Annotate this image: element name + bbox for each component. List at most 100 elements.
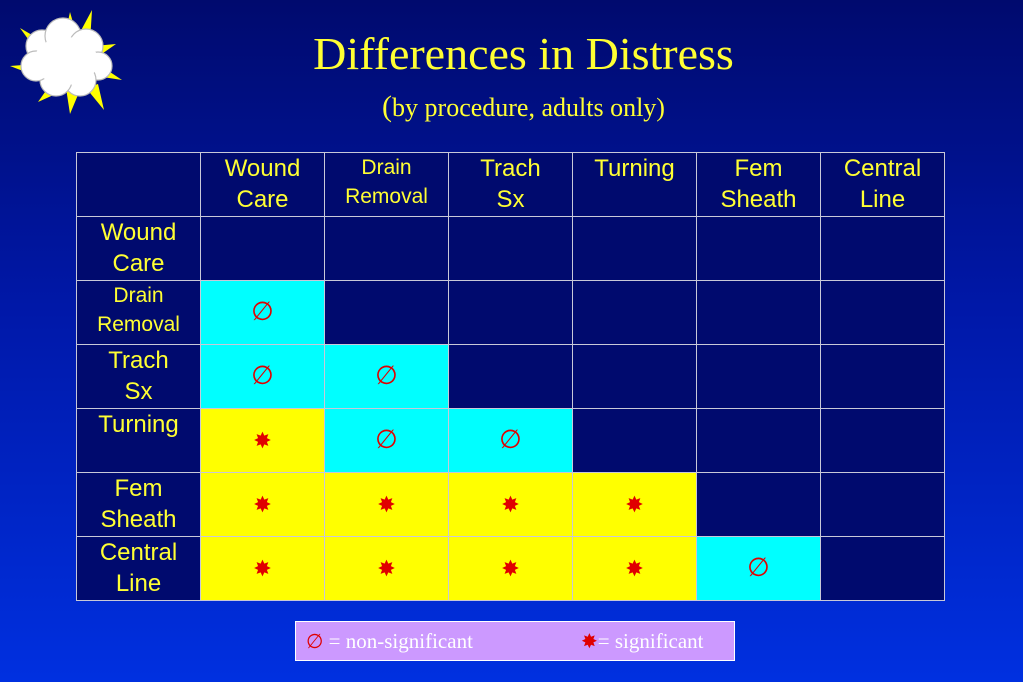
slide-subtitle: (by procedure, adults only) — [12, 90, 1023, 124]
nonsignificant-cell: ∅ — [200, 344, 325, 409]
subtitle-text: by procedure, adults only) — [392, 93, 665, 122]
column-header-line1: Wound — [224, 155, 301, 182]
column-header-line1: Turning — [594, 155, 675, 182]
significant-cell: ✸ — [324, 472, 449, 537]
table-row: Central Line ✸ ✸ ✸ ✸ ∅ — [76, 536, 945, 601]
column-header: Central Line — [820, 152, 945, 217]
row-header-line2: Care — [112, 250, 165, 277]
column-header-line1: Central — [843, 155, 922, 182]
empty-cell — [448, 280, 573, 345]
sig-icon: ✸ — [377, 492, 396, 518]
column-header-line1: Drain — [361, 156, 412, 179]
sig-icon: ✸ — [253, 556, 272, 582]
row-header-line2: Line — [115, 570, 162, 597]
column-header-line2: Removal — [345, 185, 428, 208]
empty-cell — [820, 216, 945, 281]
row-header: Wound Care — [76, 216, 201, 281]
empty-cell — [820, 408, 945, 473]
nonsig-icon: ∅ — [375, 361, 398, 391]
empty-cell — [448, 344, 573, 409]
distress-matrix: Wound Care Drain Removal Trach Sx Turning Fem Sh… — [76, 152, 945, 601]
table-row: Trach Sx ∅ ∅ — [76, 344, 945, 409]
column-header: Trach Sx — [448, 152, 573, 217]
sun-cloud-icon — [10, 10, 122, 114]
legend-sig-label: = significant — [597, 629, 704, 653]
significant-cell: ✸ — [572, 536, 697, 601]
row-header-line1: Wound — [100, 219, 177, 246]
empty-cell — [572, 408, 697, 473]
column-header-line1: Trach — [480, 155, 541, 182]
empty-cell — [820, 344, 945, 409]
empty-cell — [572, 280, 697, 345]
row-header-line1: Trach — [108, 347, 169, 374]
row-header-line1: Fem — [114, 475, 163, 502]
empty-cell — [448, 216, 573, 281]
nonsignificant-cell: ∅ — [696, 536, 821, 601]
nonsignificant-cell: ∅ — [200, 280, 325, 345]
subtitle-paren: ( — [382, 90, 393, 123]
nonsig-icon: ∅ — [499, 425, 522, 455]
empty-cell — [696, 344, 821, 409]
empty-cell — [820, 472, 945, 537]
empty-cell — [696, 216, 821, 281]
empty-cell — [572, 216, 697, 281]
row-header-line2: Sx — [124, 378, 153, 405]
empty-cell — [820, 280, 945, 345]
sig-icon: ✸ — [625, 556, 644, 582]
corner-cell — [76, 152, 201, 217]
significant-cell: ✸ — [200, 408, 325, 473]
sig-icon: ✸ — [253, 428, 272, 454]
legend-nonsig: ∅ = non-significant — [306, 629, 473, 654]
legend-box: ∅ = non-significant ✸= significant — [295, 621, 735, 661]
row-header-line1: Central — [99, 539, 178, 566]
slide-title: Differences in Distress — [313, 28, 734, 79]
legend-nonsig-label: = non-significant — [323, 629, 473, 653]
nonsig-icon: ∅ — [747, 553, 770, 583]
column-header-line2: Sx — [496, 186, 525, 213]
nonsignificant-cell: ∅ — [324, 344, 449, 409]
sig-icon: ✸ — [625, 492, 644, 518]
row-header-line2: Removal — [97, 313, 180, 336]
table-row: Fem Sheath ✸ ✸ ✸ ✸ — [76, 472, 945, 537]
nonsig-icon: ∅ — [251, 361, 274, 391]
nonsignificant-cell: ∅ — [324, 408, 449, 473]
legend-sig: ✸= significant — [581, 629, 704, 654]
row-header-line2: Sheath — [100, 506, 177, 533]
nonsig-icon: ∅ — [306, 629, 324, 653]
significant-cell: ✸ — [572, 472, 697, 537]
table-row: Drain Removal ∅ — [76, 280, 945, 345]
nonsig-icon: ∅ — [251, 297, 274, 327]
empty-cell — [324, 216, 449, 281]
empty-cell — [572, 344, 697, 409]
empty-cell — [696, 472, 821, 537]
sig-icon: ✸ — [253, 492, 272, 518]
nonsig-icon: ∅ — [375, 425, 398, 455]
empty-cell — [324, 280, 449, 345]
nonsignificant-cell: ∅ — [448, 408, 573, 473]
table-row: Turning ✸ ∅ ∅ — [76, 408, 945, 473]
empty-cell — [820, 536, 945, 601]
significant-cell: ✸ — [200, 536, 325, 601]
row-header-line1: Turning — [98, 411, 179, 438]
row-header: Trach Sx — [76, 344, 201, 409]
significant-cell: ✸ — [324, 536, 449, 601]
row-header: Drain Removal — [76, 280, 201, 345]
column-header: Drain Removal — [324, 152, 449, 217]
column-header: Fem Sheath — [696, 152, 821, 217]
sig-icon: ✸ — [501, 556, 520, 582]
empty-cell — [696, 408, 821, 473]
significant-cell: ✸ — [448, 536, 573, 601]
row-header-line1: Drain — [113, 284, 164, 307]
sig-icon: ✸ — [501, 492, 520, 518]
column-header-line2: Sheath — [720, 186, 797, 213]
column-header-line1: Fem — [734, 155, 783, 182]
row-header: Central Line — [76, 536, 201, 601]
empty-cell — [696, 280, 821, 345]
sig-icon: ✸ — [581, 629, 598, 653]
empty-cell — [200, 216, 325, 281]
significant-cell: ✸ — [200, 472, 325, 537]
column-header: Wound Care — [200, 152, 325, 217]
column-header-line2: Care — [236, 186, 289, 213]
row-header: Turning — [76, 408, 201, 473]
column-header: Turning — [572, 152, 697, 217]
